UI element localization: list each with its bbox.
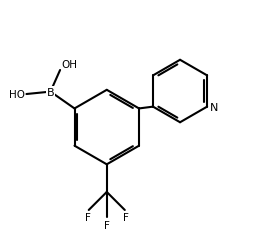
Text: F: F: [84, 212, 91, 222]
Text: F: F: [104, 220, 110, 230]
Text: HO: HO: [9, 90, 25, 100]
Text: N: N: [210, 102, 218, 112]
Text: OH: OH: [61, 60, 77, 70]
Text: F: F: [123, 212, 129, 222]
Text: B: B: [47, 87, 54, 97]
